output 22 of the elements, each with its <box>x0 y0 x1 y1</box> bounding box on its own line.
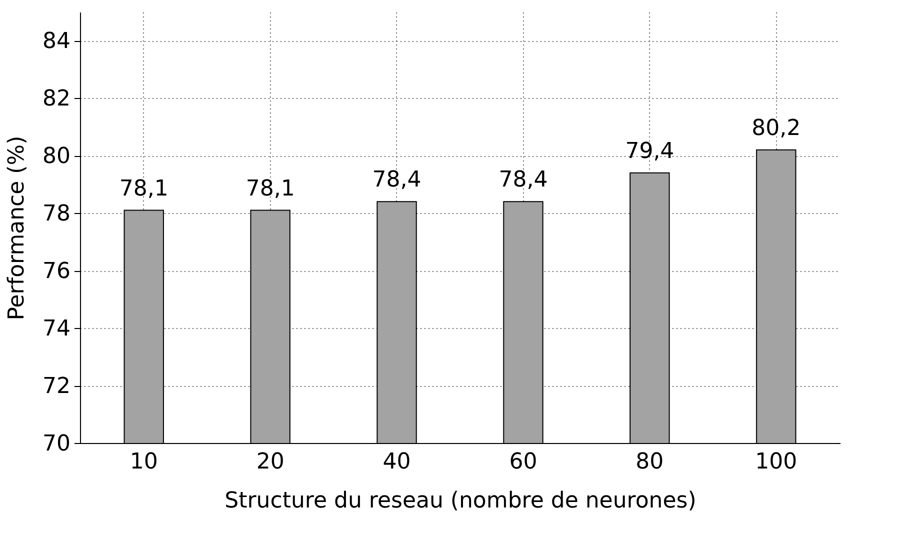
y-tick-label: 76 <box>42 259 70 284</box>
data-label: 78,4 <box>498 168 548 193</box>
x-tick-label: 20 <box>256 450 284 474</box>
y-tick-label: 82 <box>42 86 70 112</box>
y-tick-label: 78 <box>42 202 70 227</box>
y-tick-label: 70 <box>42 432 70 456</box>
data-label: 78,4 <box>372 168 422 193</box>
x-tick-label: 40 <box>382 450 411 474</box>
x-axis-title: Structure du reseau (nombre de neurones) <box>224 488 696 514</box>
y-tick-label: 84 <box>42 29 70 54</box>
y-tick-label: 74 <box>42 316 70 342</box>
x-tick-label: 10 <box>130 450 158 474</box>
x-tick-label: 60 <box>509 450 538 474</box>
x-tick-label: 100 <box>755 450 798 474</box>
data-label: 80,2 <box>752 116 801 141</box>
data-label: 78,1 <box>119 176 168 202</box>
y-axis-title: Performance (%) <box>4 136 30 320</box>
y-tick-label: 72 <box>42 374 70 400</box>
data-label: 79,4 <box>625 138 674 164</box>
y-tick-label: 80 <box>42 144 70 170</box>
data-label: 78,1 <box>246 176 295 202</box>
x-tick-label: 80 <box>636 450 664 474</box>
